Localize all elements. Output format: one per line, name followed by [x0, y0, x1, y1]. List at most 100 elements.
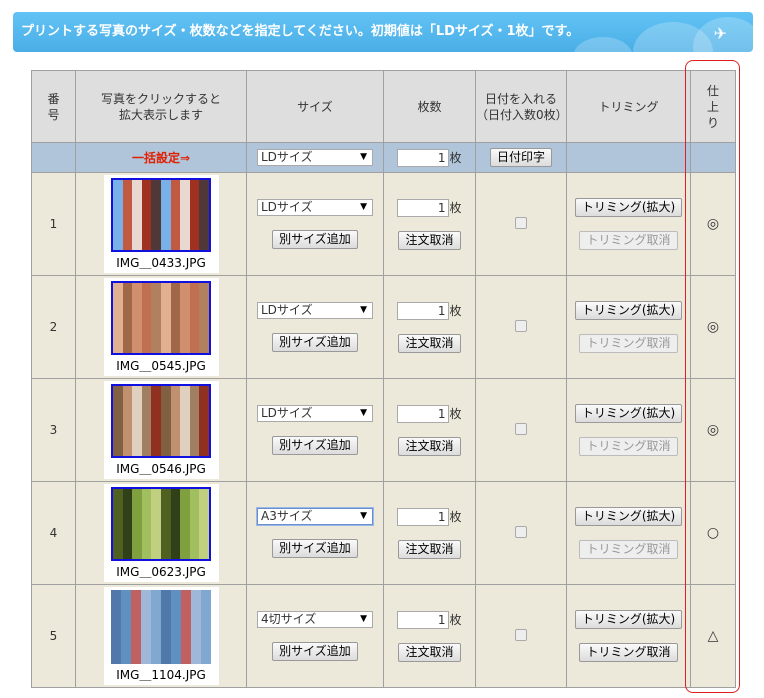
cancel-order-button[interactable]: 注文取消: [398, 230, 461, 250]
finish-status: ○: [690, 481, 736, 585]
table-row: 3 IMG＿0546.JPG LDサイズ ▼ 別サイズ追加 1 枚注文取消 トリミング…: [31, 378, 736, 482]
add-size-button[interactable]: 別サイズ追加: [272, 436, 358, 455]
qty-input[interactable]: 1: [397, 404, 450, 423]
pixel: [132, 515, 142, 524]
pixel: [180, 532, 190, 542]
trim-button[interactable]: トリミング(拡大): [574, 301, 683, 320]
pixel: [141, 335, 152, 345]
pixel: [170, 335, 181, 345]
pixel: [131, 636, 141, 646]
trim-cancel-button[interactable]: トリミング取消: [579, 643, 678, 662]
pixel: [113, 335, 123, 345]
trim-cancel-button[interactable]: トリミング取消: [579, 437, 678, 456]
pixel: [189, 421, 200, 430]
pixel: [181, 627, 191, 637]
trim-cancel-button[interactable]: トリミング取消: [579, 231, 678, 250]
pixel: [121, 590, 131, 600]
pixel: [132, 215, 142, 224]
pixel: [199, 241, 209, 250]
photo-thumbnail[interactable]: IMG＿1104.JPG: [103, 587, 219, 685]
pixel: [181, 636, 191, 646]
pixel: [113, 326, 123, 336]
pixel: [141, 617, 151, 627]
pixel: [161, 590, 171, 600]
bulk-size-select[interactable]: LDサイズ ▼: [257, 149, 373, 166]
date-checkbox[interactable]: [515, 525, 527, 538]
unit-label: 枚: [449, 200, 462, 215]
add-size-button[interactable]: 別サイズ追加: [272, 642, 358, 661]
bulk-qty-input[interactable]: 1: [397, 148, 450, 167]
date-checkbox[interactable]: [515, 628, 527, 641]
photo-image[interactable]: [111, 281, 211, 355]
trim-button[interactable]: トリミング(拡大): [574, 404, 683, 423]
pixel: [151, 412, 161, 421]
pixel: [170, 550, 181, 559]
pixel: [151, 215, 161, 224]
pixel: [189, 550, 200, 559]
pixel: [141, 429, 152, 439]
add-size-button[interactable]: 別サイズ追加: [272, 230, 358, 249]
qty-input[interactable]: 1: [397, 198, 450, 217]
photo-image[interactable]: [111, 590, 211, 664]
cancel-order-button[interactable]: 注文取消: [398, 539, 461, 559]
qty-input[interactable]: 1: [397, 610, 450, 629]
date-checkbox[interactable]: [515, 422, 527, 435]
size-select[interactable]: LDサイズ ▼: [257, 302, 373, 319]
photo-image[interactable]: [111, 178, 211, 252]
pixel: [170, 344, 181, 353]
pixel: [161, 515, 171, 524]
qty-input[interactable]: 1: [397, 301, 450, 320]
trim-button[interactable]: トリミング(拡大): [574, 610, 683, 629]
pixel: [180, 412, 190, 421]
pixel: [161, 524, 171, 533]
pixel: [122, 318, 133, 327]
size-select[interactable]: 4切サイズ ▼: [257, 611, 373, 628]
pixel: [122, 550, 133, 559]
size-select[interactable]: LDサイズ ▼: [257, 199, 373, 216]
date-checkbox[interactable]: [515, 216, 527, 229]
size-select[interactable]: LDサイズ ▼: [257, 405, 373, 422]
pixel: [122, 344, 133, 353]
size-select[interactable]: A3サイズ ▼: [257, 508, 373, 525]
unit-label: 枚: [449, 406, 462, 421]
file-name: IMG＿0433.JPG: [116, 256, 206, 270]
photo-thumbnail[interactable]: IMG＿0433.JPG: [103, 175, 219, 273]
pixel: [151, 206, 161, 215]
pixel: [170, 447, 181, 456]
pixel: [161, 344, 171, 353]
photo-thumbnail[interactable]: IMG＿0545.JPG: [103, 278, 219, 376]
trim-cancel-button[interactable]: トリミング取消: [579, 334, 678, 353]
pixel: [151, 497, 161, 507]
photo-image[interactable]: [111, 487, 211, 561]
pixel: [111, 608, 121, 618]
photo-thumbnail[interactable]: IMG＿0623.JPG: [103, 484, 219, 582]
pixel: [180, 394, 190, 404]
photo-image[interactable]: [111, 384, 211, 458]
pixel: [180, 438, 190, 448]
bulk-date-print-button[interactable]: 日付印字: [489, 148, 552, 167]
trim-cancel-button[interactable]: トリミング取消: [579, 540, 678, 559]
pixel: [161, 617, 171, 627]
pixel: [170, 215, 181, 224]
add-size-button[interactable]: 別サイズ追加: [272, 539, 358, 558]
pixel: [199, 447, 209, 456]
cancel-order-button[interactable]: 注文取消: [398, 436, 461, 456]
pixel: [141, 344, 152, 353]
pixel: [161, 532, 171, 542]
pixel: [151, 590, 161, 600]
cancel-order-button[interactable]: 注文取消: [398, 642, 461, 662]
pixel: [191, 608, 201, 618]
pixel: [161, 489, 171, 498]
pixel: [201, 636, 211, 646]
photo-thumbnail[interactable]: IMG＿0546.JPG: [103, 381, 219, 479]
pixel: [141, 326, 152, 336]
date-checkbox[interactable]: [515, 319, 527, 332]
add-size-button[interactable]: 別サイズ追加: [272, 333, 358, 352]
pixel: [180, 524, 190, 533]
pixel: [141, 188, 152, 198]
trim-button[interactable]: トリミング(拡大): [574, 198, 683, 217]
trim-button[interactable]: トリミング(拡大): [574, 507, 683, 526]
qty-input[interactable]: 1: [397, 507, 450, 526]
cancel-order-button[interactable]: 注文取消: [398, 333, 461, 353]
pixel: [131, 599, 141, 609]
